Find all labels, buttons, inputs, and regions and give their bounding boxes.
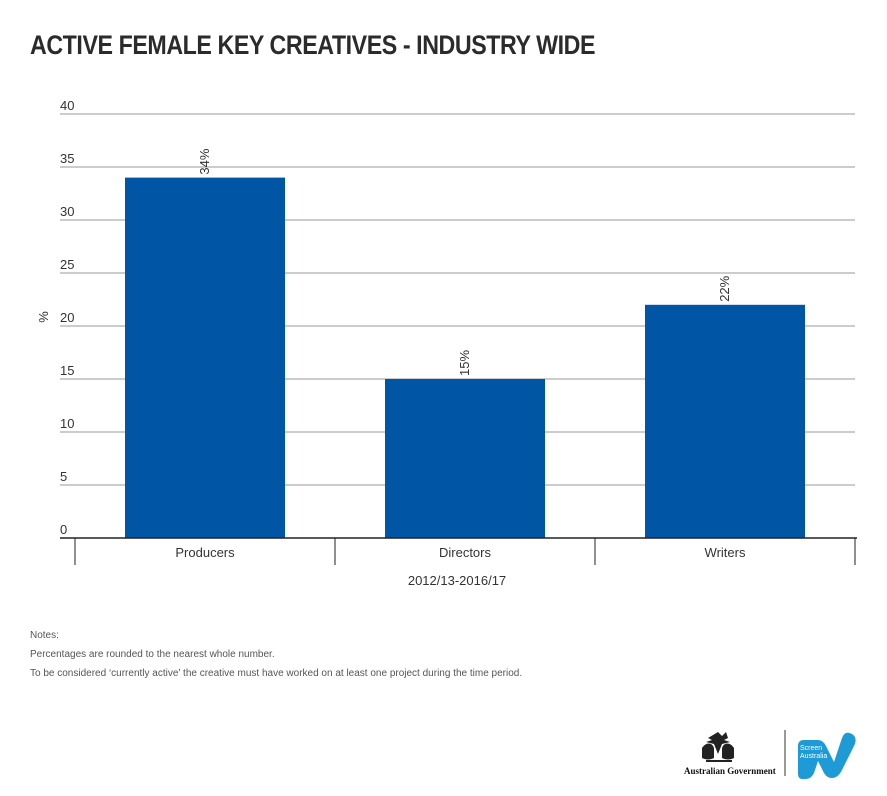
y-tick-label: 10 <box>60 416 74 431</box>
government-logo-text: Australian Government <box>684 766 776 776</box>
notes: Notes: Percentages are rounded to the ne… <box>30 630 522 687</box>
notes-line: Percentages are rounded to the nearest w… <box>30 649 275 660</box>
x-tick-label: Directors <box>439 545 492 560</box>
bar <box>385 379 545 538</box>
y-tick-label: 0 <box>60 522 67 537</box>
x-tick-label: Producers <box>175 545 235 560</box>
y-axis-label: % <box>36 311 51 323</box>
y-tick-label: 25 <box>60 257 74 272</box>
bar-value-label: 22% <box>717 275 732 301</box>
y-tick-label: 15 <box>60 363 74 378</box>
government-crest-logo <box>702 730 786 776</box>
screen-australia-logo-text: Screen Australia <box>800 745 828 760</box>
y-tick-label: 40 <box>60 98 74 113</box>
x-axis: Producers Directors Writers <box>60 537 857 565</box>
bar <box>125 177 285 538</box>
bar <box>645 304 805 538</box>
logos: Australian Government Screen Australia <box>680 726 860 782</box>
x-axis-label: 2012/13-2016/17 <box>408 573 506 588</box>
notes-heading: Notes: <box>30 630 59 641</box>
y-tick-label: 20 <box>60 310 74 325</box>
bars: 34% 15% 22% <box>125 148 805 538</box>
screen-australia-logo <box>798 732 856 779</box>
y-tick-label: 35 <box>60 151 74 166</box>
bar-chart: 0 5 10 15 20 25 30 35 40 34% 15% 22% Producers Dire… <box>36 98 857 588</box>
y-axis-ticks: 0 5 10 15 20 25 30 35 40 <box>60 98 74 537</box>
y-tick-label: 30 <box>60 204 74 219</box>
notes-line: To be considered ‘currently active’ the … <box>30 668 523 679</box>
y-tick-label: 5 <box>60 469 67 484</box>
bar-value-label: 34% <box>197 148 212 174</box>
chart-title: ACTIVE FEMALE KEY CREATIVES - INDUSTRY W… <box>30 30 596 60</box>
x-tick-label: Writers <box>705 545 746 560</box>
bar-value-label: 15% <box>457 350 472 376</box>
